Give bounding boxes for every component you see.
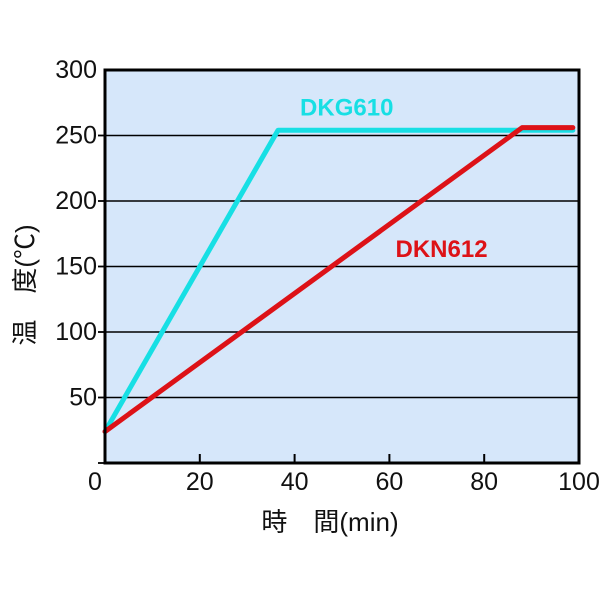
ytick-label-300: 300 — [55, 56, 97, 84]
xtick-label-100: 100 — [558, 468, 600, 496]
xtick-label-60: 60 — [375, 468, 403, 496]
series-label-DKG610: DKG610 — [300, 94, 393, 121]
ytick-label-50: 50 — [69, 384, 97, 412]
xtick-label-40: 40 — [281, 468, 309, 496]
x-axis-title: 時 間(min) — [261, 507, 398, 537]
ytick-label-250: 250 — [55, 122, 97, 150]
ytick-label-150: 150 — [55, 253, 97, 281]
ytick-label-200: 200 — [55, 187, 97, 215]
gridlines — [98, 134, 579, 464]
x-tick-labels: 0 20 40 60 80 100 — [88, 468, 600, 496]
ytick-label-100: 100 — [55, 318, 97, 346]
y-axis-title: 温 度(℃) — [10, 224, 40, 345]
xtick-label-80: 80 — [470, 468, 498, 496]
plot-border — [103, 68, 581, 465]
xtick-label-0: 0 — [88, 468, 102, 496]
series-line-DKN612 — [102, 125, 576, 435]
series-label-DKN612: DKN612 — [396, 236, 488, 263]
series-labels: DKG610 DKN612 — [300, 94, 488, 262]
y-tick-labels: 50 100 150 200 250 300 — [55, 56, 97, 412]
series-lines — [102, 125, 576, 435]
xtick-label-20: 20 — [186, 468, 214, 496]
series-line-DKG610 — [102, 127, 576, 435]
